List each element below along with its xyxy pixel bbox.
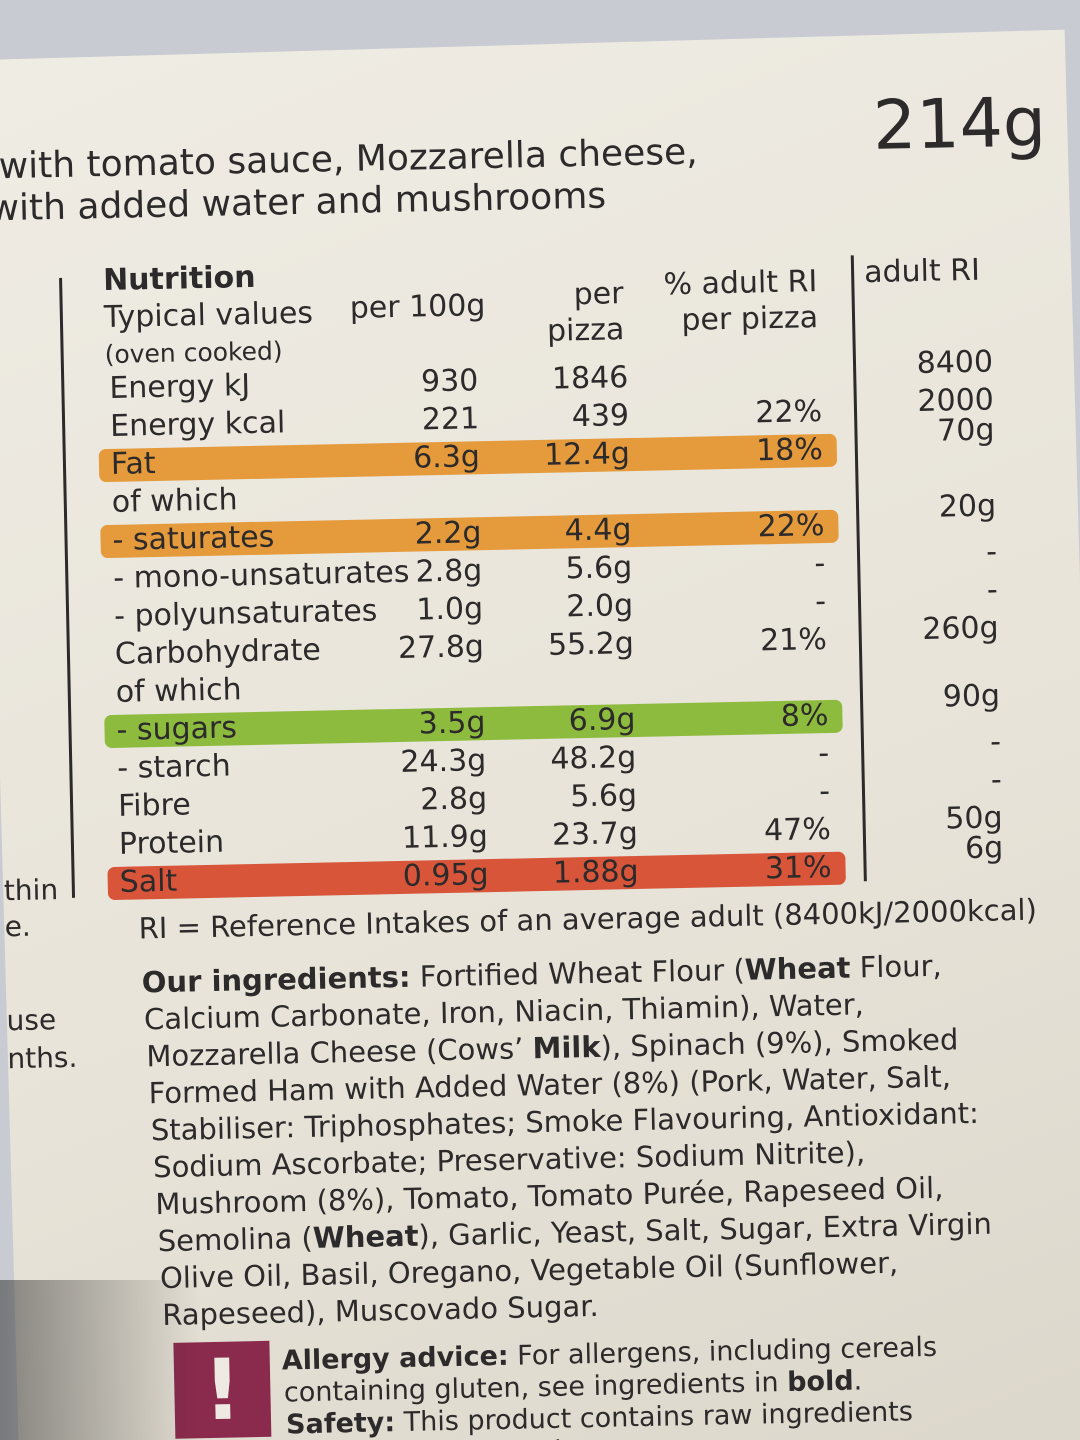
ingredients: Our ingredients: Fortified Wheat Flour (…: [0, 0, 1065, 1332]
bold-text: Wheat: [312, 1218, 419, 1255]
nutrition-title: Nutrition: [102, 259, 256, 299]
per-100g: 1.0g: [415, 591, 484, 628]
per-pizza: 1846: [551, 360, 629, 397]
shadow: [0, 1280, 200, 1440]
footnote: RI = Reference Intakes of an average adu…: [138, 892, 1038, 946]
per-pizza: 2.0g: [565, 588, 634, 625]
side-fragment: nths.: [7, 1040, 78, 1076]
nutrition-rows: Energy kJ 930 1846 8400 Energy kcal 221 439 22%…: [0, 0, 1065, 901]
bold-text: bold: [786, 1365, 854, 1398]
description-line: with added water and mushrooms: [0, 175, 607, 230]
per-100g: 2.8g: [419, 781, 488, 818]
text: Mozzarella Cheese (Cows’: [146, 1031, 533, 1074]
bold-text: Wheat: [744, 950, 851, 987]
adult-ri: -: [989, 724, 1002, 760]
text: This product contains raw ingredients: [394, 1396, 914, 1439]
text: Fortified Wheat Flour (: [410, 952, 746, 994]
percent-ri: -: [818, 773, 831, 810]
text-line: Rapeseed), Muscovado Sugar.: [162, 1288, 599, 1333]
per-pizza: 1.88g: [552, 853, 639, 891]
percent-ri: -: [817, 735, 830, 772]
text: Rapeseed), Muscovado Sugar.: [161, 1288, 599, 1333]
side-fragment: e.: [4, 909, 32, 944]
per-pizza: 48.2g: [550, 740, 637, 777]
percent-ri: 31%: [764, 849, 832, 887]
row-label: Energy kJ: [109, 368, 251, 406]
percent-ri: -: [814, 583, 827, 620]
side-fragment: thin: [3, 873, 59, 908]
per-pizza: 6.9g: [568, 702, 636, 739]
per-100g: 3.5g: [418, 705, 486, 742]
bold-text: Safety:: [285, 1407, 396, 1440]
oven-cooked: (oven cooked): [104, 336, 283, 370]
per-100g: 24.3g: [400, 743, 487, 780]
adult-ri: 70g: [936, 412, 995, 449]
percent-ri: 18%: [755, 432, 824, 469]
side-fragment: use: [6, 1003, 57, 1038]
typical-values: Typical values: [103, 295, 314, 336]
bold-text: Our ingredients:: [141, 959, 411, 1000]
percent-ri: 22%: [754, 394, 823, 431]
column-header: per pizza: [681, 300, 819, 338]
adult-ri: -: [986, 572, 999, 608]
text: ), Spinach (9%), Smoked: [600, 1022, 959, 1064]
row-label: Carbohydrate: [114, 632, 322, 672]
per-pizza: 5.6g: [565, 550, 633, 587]
per-pizza: 12.4g: [543, 436, 631, 473]
column-header: pizza: [546, 312, 625, 349]
row-label: Fibre: [117, 787, 192, 824]
per-100g: 0.95g: [402, 857, 490, 894]
row-label: Salt: [119, 863, 178, 900]
row-label: Energy kcal: [109, 405, 286, 444]
adult-ri: 260g: [921, 610, 999, 647]
per-100g: 2.8g: [415, 553, 483, 590]
row-label: - saturates: [112, 519, 275, 558]
bold-text: Milk: [532, 1029, 601, 1066]
per-pizza: 439: [571, 398, 630, 435]
row-label: of which: [111, 482, 238, 520]
per-100g: 221: [421, 401, 480, 438]
column-header: adult RI: [863, 252, 981, 291]
per-100g: 930: [420, 363, 479, 400]
text: Flour,: [850, 948, 942, 985]
adult-ri: -: [985, 534, 998, 570]
row-label: - sugars: [116, 710, 238, 748]
row-label: Protein: [118, 824, 225, 862]
text: Semolina (: [157, 1220, 314, 1259]
percent-ri: 47%: [763, 811, 832, 849]
per-100g: 11.9g: [401, 819, 489, 856]
percent-ri: -: [814, 546, 826, 582]
adult-ri: -: [990, 762, 1003, 798]
per-100g: 2.2g: [414, 515, 482, 552]
per-pizza: 55.2g: [547, 626, 635, 663]
per-pizza: 5.6g: [569, 777, 638, 815]
adult-ri: 20g: [938, 488, 997, 525]
adult-ri: 8400: [916, 344, 994, 382]
per-pizza: 4.4g: [564, 512, 632, 549]
percent-ri: 21%: [759, 621, 828, 659]
text: .: [853, 1365, 863, 1397]
divider-line: [59, 277, 76, 898]
row-label: of which: [115, 672, 242, 710]
percent-ri: 22%: [757, 508, 825, 545]
percent-ri: 8%: [780, 697, 829, 734]
column-header: per: [573, 276, 624, 313]
adult-ri: 90g: [942, 678, 1001, 715]
per-pizza: 23.7g: [551, 815, 639, 853]
per-100g: 27.8g: [397, 629, 485, 666]
row-label: - starch: [116, 748, 232, 786]
per-100g: 6.3g: [412, 439, 481, 476]
adult-ri: 6g: [964, 830, 1004, 867]
row-label: Fat: [110, 446, 156, 482]
pack-weight: 214g: [872, 83, 1047, 166]
column-header: % adult RI: [663, 264, 818, 303]
